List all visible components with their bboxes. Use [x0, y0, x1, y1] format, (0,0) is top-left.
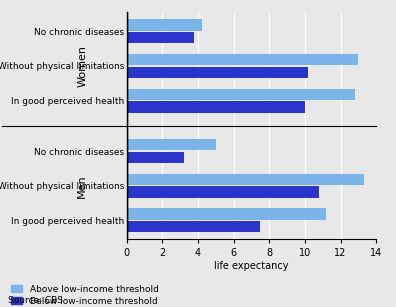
- Bar: [127, 67, 308, 78]
- Bar: [127, 89, 355, 100]
- Legend: Above low-income threshold, Below low-income threshold: Above low-income threshold, Below low-in…: [11, 285, 158, 305]
- X-axis label: life expectancy: life expectancy: [214, 261, 289, 271]
- Bar: [127, 19, 202, 31]
- Bar: [127, 54, 358, 65]
- Bar: [127, 174, 364, 185]
- Bar: [127, 32, 194, 43]
- Bar: [127, 101, 305, 113]
- Bar: [127, 186, 319, 198]
- Bar: [127, 208, 326, 220]
- Text: Source: CBS: Source: CBS: [8, 297, 63, 305]
- Bar: [127, 139, 216, 150]
- Text: Women: Women: [77, 45, 87, 87]
- Bar: [127, 152, 184, 163]
- Bar: [127, 221, 261, 232]
- Text: Men: Men: [77, 174, 87, 198]
